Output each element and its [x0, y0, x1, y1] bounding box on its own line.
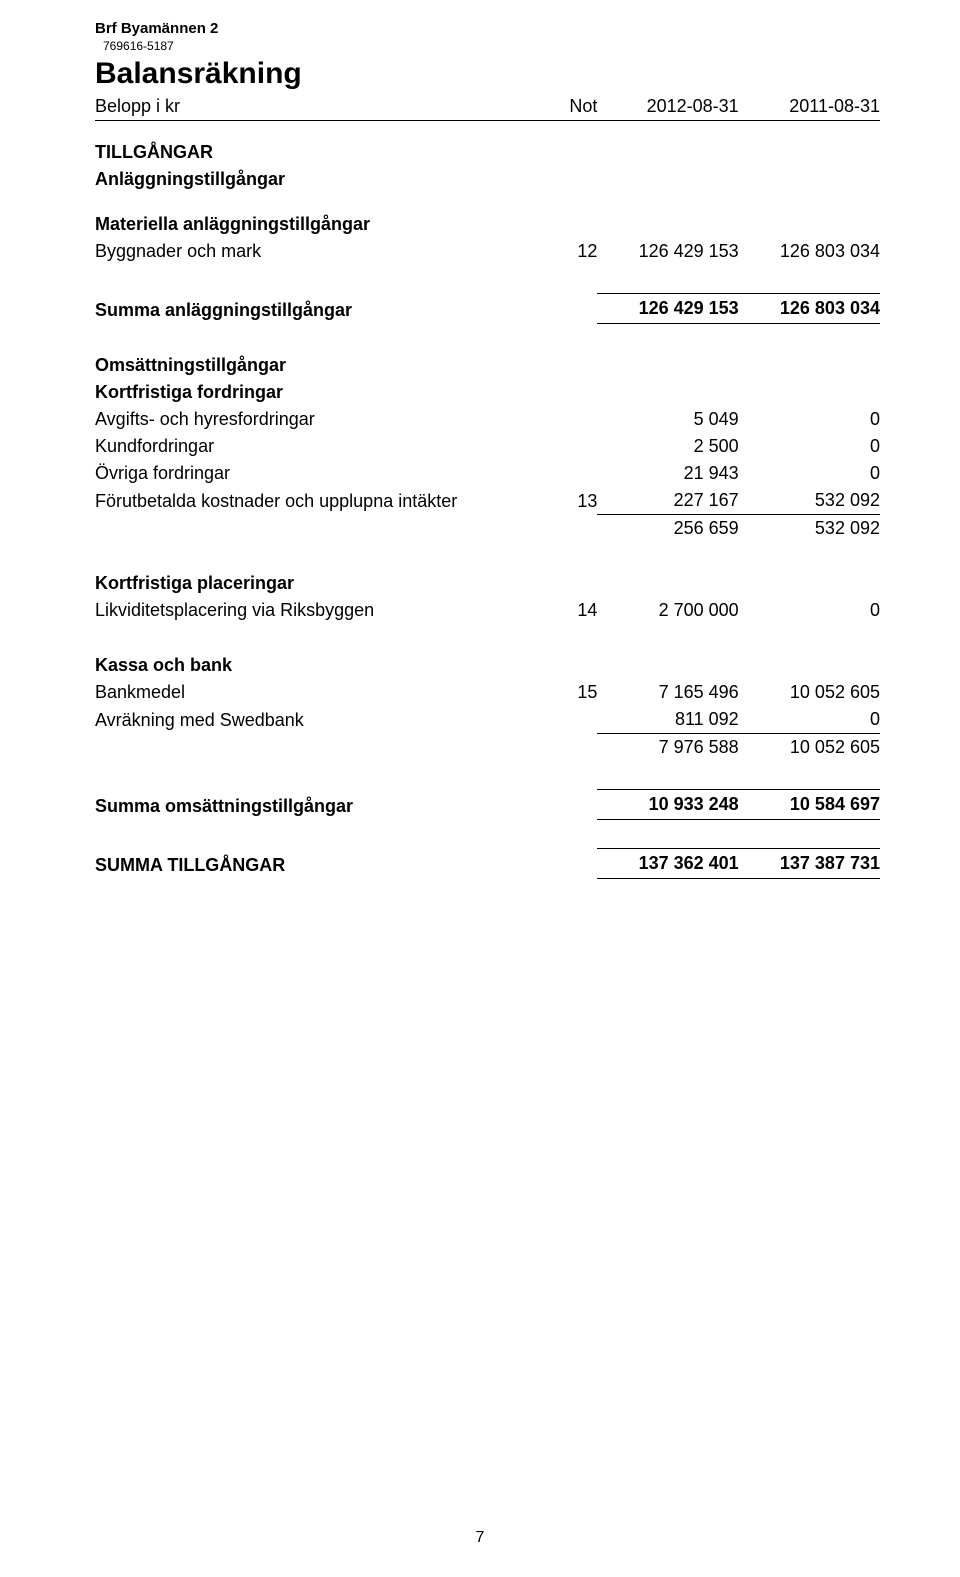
- row-value-a: 126 429 153: [597, 294, 738, 324]
- section-anlaggningstillgangar: Anläggningstillgångar: [95, 166, 880, 193]
- row-ovriga-fordringar: Övriga fordringar 21 943 0: [95, 460, 880, 487]
- row-value-a: 811 092: [597, 706, 738, 734]
- row-summa-anlaggningstillgangar: Summa anläggningstillgångar 126 429 153 …: [95, 294, 880, 324]
- row-value-a: 21 943: [597, 460, 738, 487]
- row-value-a: 256 659: [597, 515, 738, 543]
- row-label: Bankmedel: [95, 679, 535, 706]
- page-title: Balansräkning: [95, 57, 880, 91]
- row-value-a: 5 049: [597, 406, 738, 433]
- org-id: 769616-5187: [103, 39, 880, 53]
- row-value-b: 0: [739, 406, 880, 433]
- row-value-b: 10 584 697: [739, 790, 880, 820]
- row-not: 15: [535, 679, 598, 706]
- section-kortfristiga-placeringar: Kortfristiga placeringar: [95, 570, 880, 597]
- row-summa-omsattningstillgangar: Summa omsättningstillgångar 10 933 248 1…: [95, 790, 880, 820]
- row-forutbetalda: Förutbetalda kostnader och upplupna intä…: [95, 487, 880, 515]
- row-label: Förutbetalda kostnader och upplupna intä…: [95, 487, 535, 515]
- row-label: Summa anläggningstillgångar: [95, 294, 535, 324]
- row-value-a: 126 429 153: [597, 238, 738, 265]
- table-header-row: Belopp i kr Not 2012-08-31 2011-08-31: [95, 93, 880, 121]
- row-value-a: 137 362 401: [597, 849, 738, 879]
- row-value-b: 0: [739, 433, 880, 460]
- row-value-b: 532 092: [739, 487, 880, 515]
- row-value-a: 7 976 588: [597, 734, 738, 762]
- row-likviditetsplacering: Likviditetsplacering via Riksbyggen 14 2…: [95, 597, 880, 624]
- row-value-a: 10 933 248: [597, 790, 738, 820]
- row-label: Övriga fordringar: [95, 460, 535, 487]
- header-period-a: 2012-08-31: [597, 93, 738, 121]
- row-value-b: 532 092: [739, 515, 880, 543]
- row-label: Summa omsättningstillgångar: [95, 790, 535, 820]
- row-label: Avgifts- och hyresfordringar: [95, 406, 535, 433]
- row-label: Byggnader och mark: [95, 238, 535, 265]
- section-materiella: Materiella anläggningstillgångar: [95, 211, 880, 238]
- row-value-b: 126 803 034: [739, 238, 880, 265]
- row-summa-tillgangar: SUMMA TILLGÅNGAR 137 362 401 137 387 731: [95, 849, 880, 879]
- row-sum-bank: 7 976 588 10 052 605: [95, 734, 880, 762]
- row-not: 14: [535, 597, 598, 624]
- section-label: TILLGÅNGAR: [95, 139, 535, 166]
- section-tillgangar: TILLGÅNGAR: [95, 139, 880, 166]
- section-label: Kassa och bank: [95, 652, 535, 679]
- header-subtitle: Belopp i kr: [95, 93, 535, 121]
- row-value-b: 0: [739, 597, 880, 624]
- row-avrakning: Avräkning med Swedbank 811 092 0: [95, 706, 880, 734]
- row-value-b: 0: [739, 706, 880, 734]
- row-kundfordringar: Kundfordringar 2 500 0: [95, 433, 880, 460]
- row-value-a: 2 500: [597, 433, 738, 460]
- row-value-b: 126 803 034: [739, 294, 880, 324]
- section-kortfristiga-fordringar: Kortfristiga fordringar: [95, 379, 880, 406]
- page: Brf Byamännen 2 769616-5187 Balansräknin…: [0, 0, 960, 1577]
- row-not: 13: [535, 487, 598, 515]
- row-value-b: 137 387 731: [739, 849, 880, 879]
- row-value-a: 2 700 000: [597, 597, 738, 624]
- section-omsattningstillgangar: Omsättningstillgångar: [95, 352, 880, 379]
- section-label: Anläggningstillgångar: [95, 166, 535, 193]
- row-label: Avräkning med Swedbank: [95, 706, 535, 734]
- row-value-b: 0: [739, 460, 880, 487]
- row-label: Kundfordringar: [95, 433, 535, 460]
- section-label: Materiella anläggningstillgångar: [95, 211, 535, 238]
- balance-sheet-table: Belopp i kr Not 2012-08-31 2011-08-31 TI…: [95, 93, 880, 879]
- row-sum-fordringar: 256 659 532 092: [95, 515, 880, 543]
- section-label: Kortfristiga placeringar: [95, 570, 535, 597]
- row-avgifts: Avgifts- och hyresfordringar 5 049 0: [95, 406, 880, 433]
- row-value-b: 10 052 605: [739, 679, 880, 706]
- row-label: SUMMA TILLGÅNGAR: [95, 849, 535, 879]
- org-name: Brf Byamännen 2: [95, 20, 880, 37]
- header-period-b: 2011-08-31: [739, 93, 880, 121]
- row-label: Likviditetsplacering via Riksbyggen: [95, 597, 535, 624]
- row-not: 12: [535, 238, 598, 265]
- section-label: Omsättningstillgångar: [95, 352, 535, 379]
- row-bankmedel: Bankmedel 15 7 165 496 10 052 605: [95, 679, 880, 706]
- row-value-a: 7 165 496: [597, 679, 738, 706]
- row-byggnader: Byggnader och mark 12 126 429 153 126 80…: [95, 238, 880, 265]
- row-value-a: 227 167: [597, 487, 738, 515]
- page-number: 7: [0, 1529, 960, 1547]
- section-label: Kortfristiga fordringar: [95, 379, 535, 406]
- header-not: Not: [535, 93, 598, 121]
- section-kassa-bank: Kassa och bank: [95, 652, 880, 679]
- row-value-b: 10 052 605: [739, 734, 880, 762]
